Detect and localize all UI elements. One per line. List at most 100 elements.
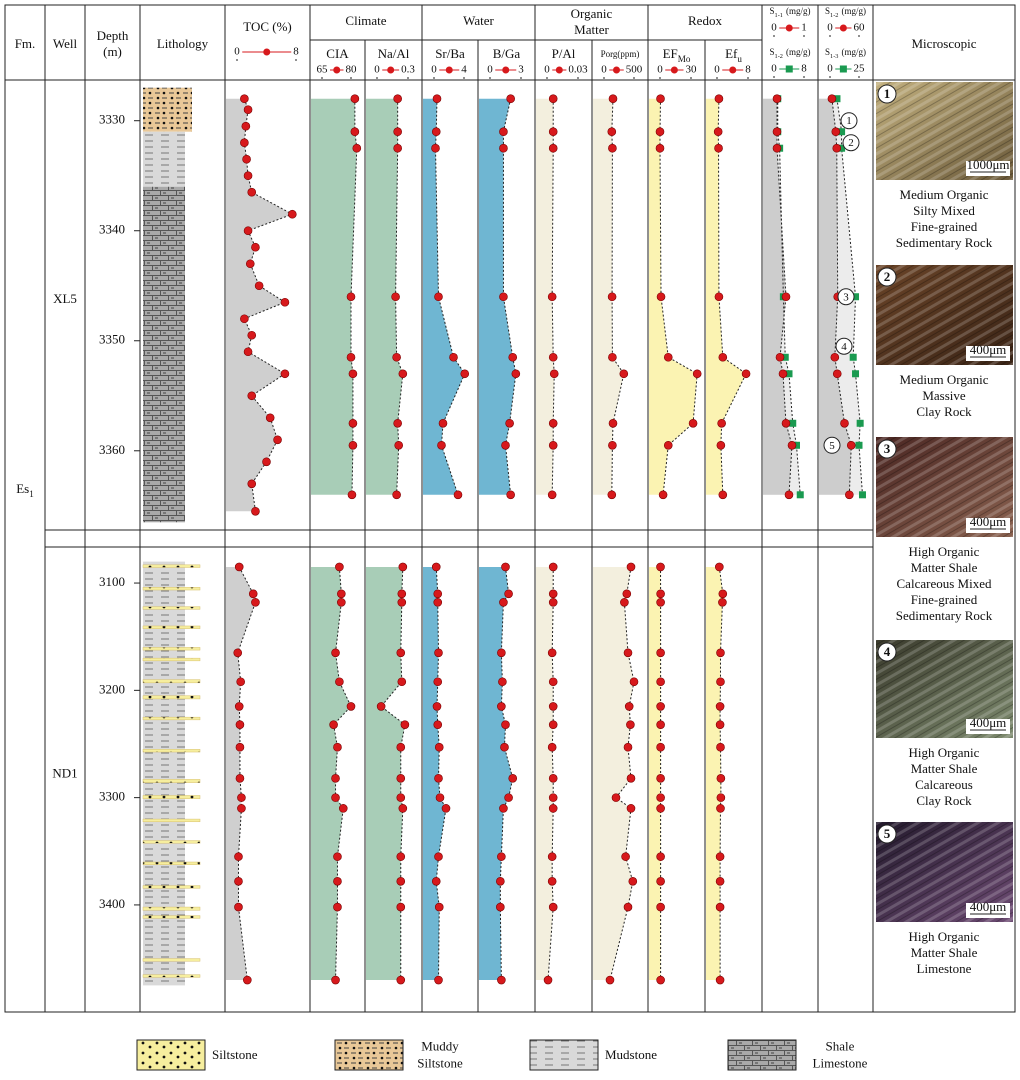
photo-caption: Medium Organic Massive Clay Rock — [900, 372, 989, 419]
scale-label: 1000μm — [966, 157, 1009, 172]
sample-point — [460, 369, 470, 379]
sample-marker — [835, 337, 853, 355]
axis-tick-label: 8 — [801, 63, 807, 75]
sample-point — [348, 369, 358, 379]
lithology-interval — [142, 587, 201, 591]
photo-caption: Medium Organic Silty Mixed Fine-grained Sed… — [896, 187, 993, 250]
s-label-main: S — [770, 47, 775, 57]
photo-number: 3 — [884, 441, 891, 456]
track-line — [243, 98, 294, 512]
s-label: S1-2 (mg/g) — [770, 47, 811, 60]
lithology-interval — [142, 958, 201, 962]
sample-point — [714, 94, 724, 104]
formation-main: Es — [16, 481, 29, 496]
sample-point — [243, 226, 253, 236]
legend-label-line: Siltstone — [417, 1055, 463, 1070]
sample-point — [547, 742, 557, 752]
sample-point — [392, 490, 401, 500]
sample-point — [830, 352, 840, 362]
legend-swatch — [529, 1039, 599, 1071]
sample-point — [656, 804, 665, 813]
header-depth-line: (m) — [103, 44, 122, 59]
sample-point — [433, 598, 443, 607]
lithology-interval — [143, 87, 192, 132]
photo-number-badge — [877, 267, 897, 287]
s-label-unit: (mg/g) — [841, 6, 866, 16]
track-fill — [423, 566, 446, 981]
photo-caption-line: Fine-grained — [911, 219, 978, 234]
sample-point — [718, 589, 728, 599]
frame — [4, 4, 1016, 1013]
sample-point — [715, 877, 725, 886]
sample-point — [497, 975, 506, 985]
sample-point — [431, 562, 441, 572]
depth-tick-label: 3400 — [99, 896, 125, 911]
sample-point — [397, 589, 407, 599]
lithology-interval — [142, 885, 201, 889]
track-label-main: B/Ga — [493, 46, 521, 61]
scale-label: 400μm — [970, 342, 1007, 357]
sample-point — [715, 720, 725, 729]
sample-point — [236, 677, 245, 687]
track-label: Porg(ppm) — [601, 49, 640, 59]
sample-point — [346, 352, 356, 362]
sample-point — [832, 369, 842, 379]
sample-point — [543, 975, 553, 985]
sample-point — [432, 94, 442, 104]
photo-caption-line: Medium Organic — [900, 372, 989, 387]
track-fill — [536, 566, 554, 981]
sample-point — [338, 804, 348, 813]
sample-point — [656, 598, 665, 607]
sample-point — [717, 418, 726, 428]
sample-point — [496, 877, 505, 886]
sample-point — [622, 589, 632, 599]
sample-point — [716, 793, 726, 802]
sample-point — [629, 677, 639, 687]
sample-point — [607, 127, 617, 137]
sample-point — [233, 648, 243, 658]
sample-point — [663, 440, 673, 450]
sample-point — [789, 419, 797, 427]
sample-point — [608, 352, 617, 362]
sample-point — [333, 742, 342, 752]
sample-point — [607, 292, 617, 302]
sample-point — [434, 975, 443, 985]
track-line — [836, 98, 863, 495]
scale-label: 400μm — [970, 514, 1007, 529]
photo-caption-line: Medium Organic — [900, 187, 989, 202]
sample-point — [548, 793, 558, 802]
header-toc: TOC (%) — [243, 19, 292, 34]
sample-point — [396, 975, 406, 985]
s-label-main: S — [825, 6, 830, 16]
group-title-line: Water — [463, 13, 494, 28]
photo-caption-line: Sedimentary Rock — [896, 608, 993, 623]
track-label: Efu — [725, 46, 742, 64]
legend-label-line: Shale — [826, 1038, 855, 1053]
formation-sub: 1 — [29, 489, 34, 499]
sample-point — [393, 127, 402, 137]
sample-point — [548, 418, 558, 428]
sample-point — [396, 902, 406, 912]
axis-symbol — [670, 66, 678, 74]
sample-point — [434, 902, 444, 912]
sample-point — [329, 720, 338, 729]
sample-point — [333, 877, 342, 886]
sample-point — [619, 369, 629, 379]
legend-label-line: Muddy — [421, 1038, 459, 1053]
s-label-sub: 1-1 — [775, 12, 783, 19]
sample-point — [548, 902, 558, 912]
track-fill — [763, 98, 792, 495]
sample-point — [832, 143, 842, 153]
sample-point — [396, 877, 406, 886]
track-fill — [706, 566, 723, 981]
sample-point — [237, 804, 246, 813]
sample-point — [781, 418, 791, 428]
legend-label: Shale Limestone — [813, 1038, 868, 1070]
sample-point — [855, 441, 863, 449]
photo-caption: High Organic Matter Shale Limestone — [909, 929, 980, 976]
sample-point — [251, 242, 260, 252]
sample-point — [787, 440, 797, 450]
sample-point — [840, 418, 849, 428]
track-line — [380, 566, 406, 981]
group-title: Water — [463, 13, 494, 28]
